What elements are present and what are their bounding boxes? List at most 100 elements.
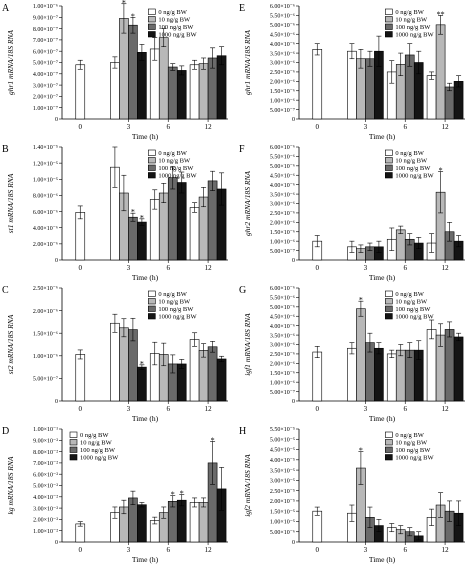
legend-swatch — [148, 23, 156, 30]
y-tick-label: 0 — [292, 540, 295, 546]
y-tick-label: 5.50×10⁻⁶ — [270, 14, 295, 20]
panel-label: G — [239, 285, 246, 296]
legend-label: 0 ng/g BW — [80, 432, 109, 439]
x-tick-label: 12 — [442, 123, 450, 131]
legend-label: 10 ng/g BW — [158, 299, 191, 306]
y-tick-label: 4.00×10⁻⁵ — [270, 458, 295, 464]
y-tick-label: 5.50×10⁻⁵ — [270, 427, 295, 433]
y-tick-label: 2.00×10⁻⁵ — [270, 499, 295, 505]
y-tick-label: 1.00×10⁻¹ — [33, 427, 58, 433]
y-tick-label: 8.00×10⁻² — [33, 450, 58, 456]
legend-label: 0 ng/g BW — [395, 150, 424, 157]
bar — [444, 329, 455, 402]
legend-swatch — [385, 164, 393, 171]
legend-swatch — [385, 446, 393, 453]
bar — [137, 52, 147, 120]
y-tick-label: 1.50×10⁻⁶ — [270, 371, 295, 377]
x-axis-title: Time (h) — [132, 132, 159, 141]
x-tick-label: 3 — [127, 264, 131, 272]
y-tick-label: 0 — [55, 117, 58, 123]
legend-label: 100 ng/g BW — [158, 306, 194, 313]
bar — [207, 346, 218, 402]
significance-marker: * — [171, 490, 175, 499]
bar — [137, 366, 147, 402]
legend-swatch — [385, 305, 393, 312]
y-tick-label: 1.50×10⁻⁵ — [270, 509, 295, 515]
bar — [119, 327, 129, 402]
y-axis-title: igf2 mRNA/18S RNA — [243, 454, 252, 517]
y-tick-label: 4.00×10⁻⁷ — [33, 72, 58, 78]
x-tick-label: 6 — [403, 546, 407, 554]
x-axis-title: Time (h) — [369, 414, 396, 423]
panel-label: C — [2, 285, 9, 296]
panel-label: H — [239, 426, 246, 437]
legend-swatch — [385, 454, 393, 461]
x-tick-label: 6 — [166, 123, 170, 131]
legend-label: 100 ng/g BW — [80, 447, 116, 454]
legend-swatch — [385, 157, 393, 164]
panel-label: E — [239, 3, 245, 14]
legend-swatch — [148, 290, 156, 297]
x-tick-label: 12 — [205, 405, 213, 413]
legend-label: 0 ng/g BW — [395, 291, 424, 298]
legend-swatch — [385, 313, 393, 320]
legend-label: 100 ng/g BW — [395, 306, 431, 313]
x-axis-title: Time (h) — [369, 555, 396, 564]
y-tick-label: 3.00×10⁻⁷ — [33, 83, 58, 89]
legend-label: 0 ng/g BW — [158, 9, 187, 16]
legend-label: 1000 ng/g BW — [395, 455, 434, 462]
bar — [312, 49, 323, 120]
legend-label: 100 ng/g BW — [395, 165, 431, 172]
legend-label: 100 ng/g BW — [395, 447, 431, 454]
legend-swatch — [148, 172, 156, 179]
bar — [110, 322, 120, 402]
legend-swatch — [385, 298, 393, 305]
y-tick-label: 5.50×10⁻⁶ — [270, 155, 295, 161]
legend-swatch — [148, 305, 156, 312]
x-axis-title: Time (h) — [132, 273, 159, 282]
legend-label: 0 ng/g BW — [395, 432, 424, 439]
y-tick-label: 4.50×10⁻⁵ — [270, 448, 295, 454]
significance-marker: * — [211, 436, 215, 445]
y-tick-label: 2.00×10⁻⁶ — [33, 242, 58, 248]
y-axis-title: kg mRNA/18S RNA — [6, 456, 15, 514]
legend-label: 1000 ng/g BW — [158, 173, 197, 180]
y-tick-label: 7.00×10⁻⁷ — [33, 38, 58, 44]
bar — [110, 62, 120, 120]
y-tick-label: 0 — [292, 399, 295, 405]
x-tick-label: 0 — [79, 264, 83, 272]
legend-swatch — [69, 431, 78, 438]
panel-label: A — [2, 3, 10, 14]
y-tick-label: 4.00×10⁻² — [33, 495, 58, 501]
y-tick-label: 1.00×10⁻⁶ — [270, 380, 295, 386]
legend-label: 10 ng/g BW — [395, 17, 428, 24]
significance-marker: * — [180, 489, 184, 498]
x-tick-label: 3 — [127, 546, 131, 554]
legend-label: 1000 ng/g BW — [80, 455, 119, 462]
x-tick-label: 0 — [79, 123, 83, 131]
y-tick-label: 3.50×10⁻⁶ — [270, 51, 295, 57]
bar — [216, 358, 227, 402]
bar — [75, 523, 86, 543]
x-tick-label: 0 — [79, 405, 83, 413]
significance-marker: * — [359, 446, 363, 455]
bar — [435, 24, 446, 120]
bar — [189, 502, 200, 543]
y-tick-label: 1.00×10⁻⁵ — [270, 520, 295, 526]
legend-label: 1000 ng/g BW — [395, 173, 434, 180]
y-tick-label: 1.50×10⁻⁶ — [270, 89, 295, 95]
legend-swatch — [385, 31, 393, 38]
y-tick-label: 1.00×10⁻⁶ — [270, 239, 295, 245]
y-tick-label: 9.00×10⁻⁷ — [33, 16, 58, 22]
legend-label: 0 ng/g BW — [158, 150, 187, 157]
bar — [347, 347, 357, 402]
significance-marker: * — [439, 166, 443, 175]
bar — [189, 339, 200, 402]
y-tick-label: 4.00×10⁻⁶ — [270, 42, 295, 48]
